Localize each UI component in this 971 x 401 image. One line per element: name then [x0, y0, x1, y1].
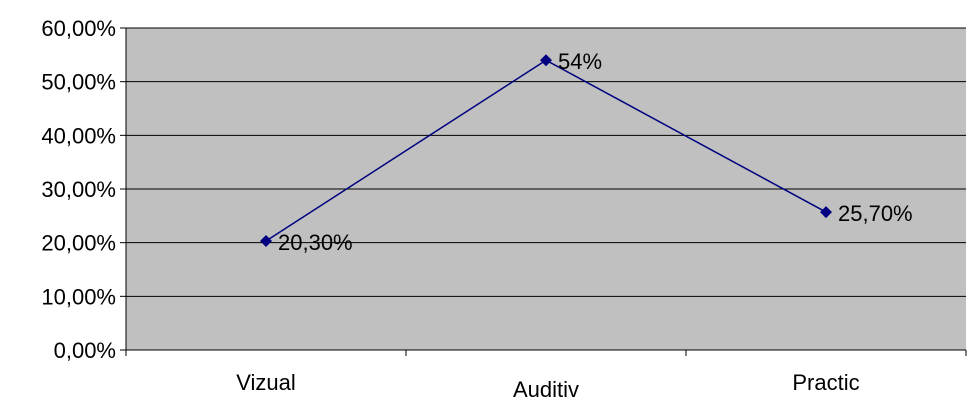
data-point-marker: [540, 54, 552, 67]
data-labels: 20,30% 54% 25,70%: [278, 49, 913, 255]
data-label: 54%: [558, 49, 602, 74]
y-tick-label: 0,00%: [54, 338, 116, 363]
y-tick-label: 60,00%: [41, 16, 116, 41]
y-tick-label: 40,00%: [41, 123, 116, 148]
data-point-marker: [820, 206, 832, 219]
data-point-marker: [260, 235, 272, 248]
x-category-label: Vizual: [236, 370, 296, 395]
y-tick-label: 30,00%: [41, 177, 116, 202]
y-tick-label: 50,00%: [41, 70, 116, 95]
x-axis-ticks: Vizual Auditiv Practic: [125, 350, 967, 401]
x-category-label: Auditiv: [513, 377, 579, 401]
y-axis-ticks: 0,00% 10,00% 20,00% 30,00% 40,00% 50,00% 60,00…: [41, 16, 126, 363]
data-label: 25,70%: [838, 201, 913, 226]
series-group: [260, 54, 832, 248]
data-label: 20,30%: [278, 230, 353, 255]
y-tick-label: 10,00%: [41, 284, 116, 309]
y-tick-label: 20,00%: [41, 231, 116, 256]
x-category-label: Practic: [792, 370, 859, 395]
